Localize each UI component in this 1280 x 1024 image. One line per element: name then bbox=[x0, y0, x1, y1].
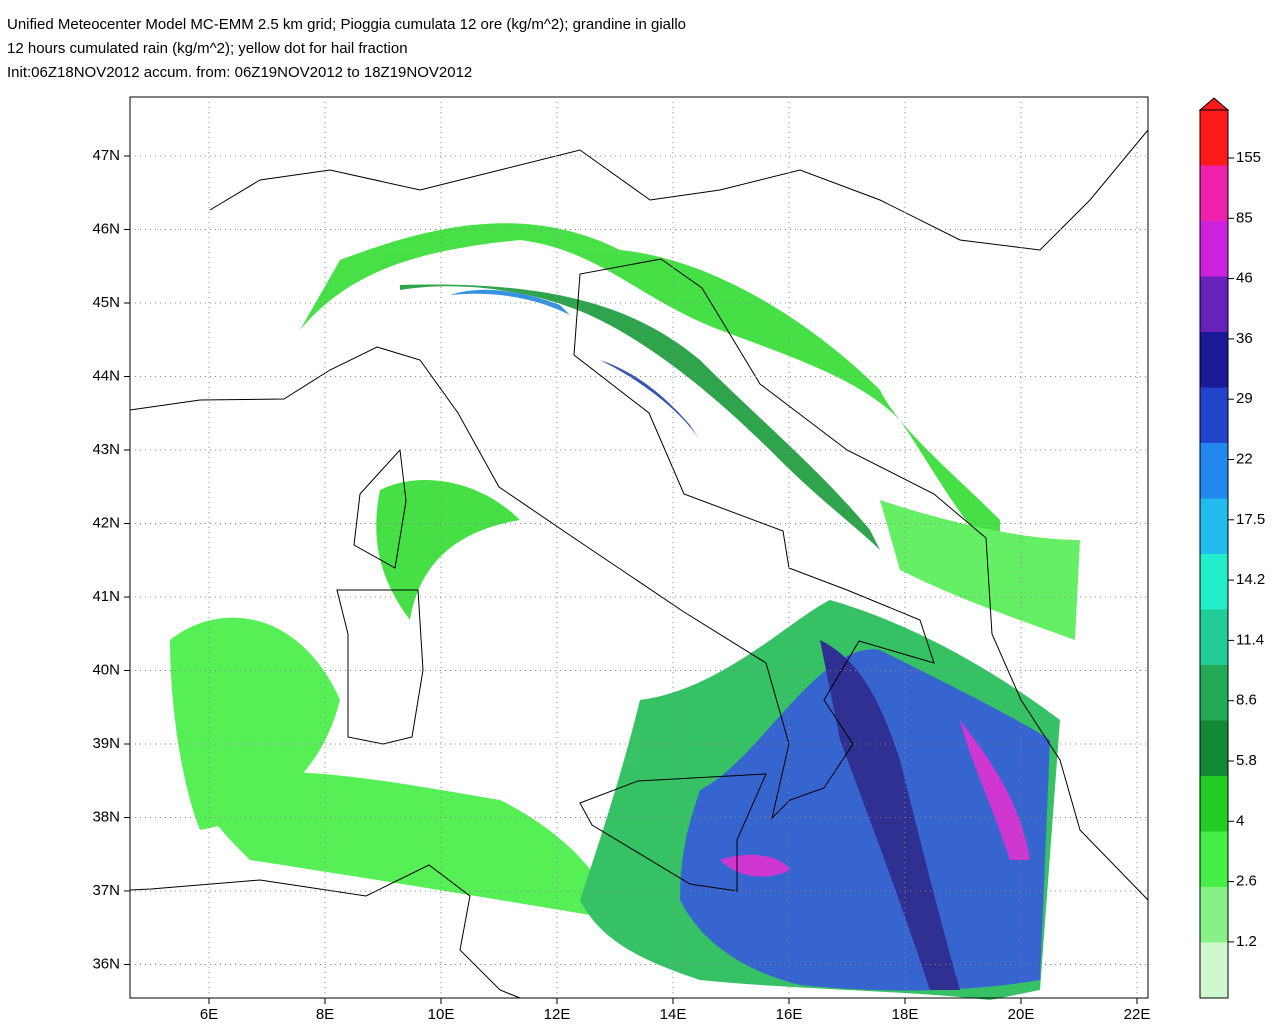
colorbar-swatch bbox=[1200, 332, 1228, 388]
rain-area bbox=[880, 500, 1080, 640]
lon-label: 22E bbox=[1124, 1006, 1151, 1023]
colorbar-swatch bbox=[1200, 665, 1228, 721]
lat-label: 42N bbox=[92, 514, 120, 531]
lat-label: 46N bbox=[92, 220, 120, 237]
precipitation-field bbox=[170, 223, 1080, 1000]
colorbar-swatch bbox=[1200, 942, 1228, 999]
rain-area bbox=[376, 480, 520, 620]
title-line: Init:06Z18NOV2012 accum. from: 06Z19NOV2… bbox=[7, 64, 472, 81]
colorbar-label: 85 bbox=[1236, 209, 1253, 226]
colorbar-label: 29 bbox=[1236, 390, 1253, 407]
colorbar-label: 155 bbox=[1236, 149, 1261, 166]
colorbar-swatch bbox=[1200, 831, 1228, 888]
colorbar-swatch bbox=[1200, 609, 1228, 666]
lat-label: 45N bbox=[92, 294, 120, 311]
lat-label: 37N bbox=[92, 882, 120, 899]
colorbar-swatch bbox=[1200, 221, 1228, 277]
rain-area bbox=[680, 649, 1050, 991]
coastline bbox=[353, 448, 407, 569]
rain-area bbox=[960, 720, 1030, 860]
rain-area bbox=[200, 771, 620, 920]
lon-label: 6E bbox=[200, 1006, 218, 1023]
colorbar-swatch bbox=[1200, 165, 1228, 222]
colorbar-label: 14.2 bbox=[1236, 571, 1265, 588]
colorbar-swatch bbox=[1200, 387, 1228, 444]
lat-label: 41N bbox=[92, 588, 120, 605]
lat-label: 39N bbox=[92, 735, 120, 752]
coastline bbox=[129, 864, 521, 999]
lon-label: 8E bbox=[316, 1006, 334, 1023]
colorbar-swatch bbox=[1200, 276, 1228, 333]
coastline bbox=[129, 258, 1149, 901]
coastline bbox=[336, 589, 424, 745]
lat-label: 43N bbox=[92, 441, 120, 458]
map-frame bbox=[129, 96, 1149, 999]
header: Unified Meteocenter Model MC-EMM 2.5 km … bbox=[7, 16, 686, 81]
rain-area bbox=[450, 289, 570, 315]
colorbar-label: 8.6 bbox=[1236, 692, 1257, 709]
coastline bbox=[579, 773, 767, 892]
colorbar-label: 22 bbox=[1236, 450, 1253, 467]
graticule: 47N 46N 45N 44N 43N 42N 41N 40N 39N 38N 37N 36N 6E 8E… bbox=[92, 97, 1150, 1023]
lat-label: 36N bbox=[92, 955, 120, 972]
border bbox=[209, 129, 1149, 251]
colorbar-label: 2.6 bbox=[1236, 873, 1257, 890]
colorbar-label: 17.5 bbox=[1236, 511, 1265, 528]
colorbar-swatch bbox=[1200, 498, 1228, 555]
colorbar-label: 4 bbox=[1236, 812, 1244, 829]
lat-label: 44N bbox=[92, 367, 120, 384]
coastlines bbox=[129, 129, 1149, 999]
title-line: 12 hours cumulated rain (kg/m^2); yellow… bbox=[7, 40, 408, 57]
colorbar-label: 5.8 bbox=[1236, 752, 1257, 769]
lat-label: 47N bbox=[92, 147, 120, 164]
lon-label: 12E bbox=[544, 1006, 571, 1023]
lon-label: 20E bbox=[1008, 1006, 1035, 1023]
colorbar-label: 11.4 bbox=[1236, 631, 1264, 648]
lon-label: 16E bbox=[776, 1006, 803, 1023]
rain-area bbox=[820, 640, 960, 990]
lon-label: 10E bbox=[428, 1006, 455, 1023]
lat-label: 38N bbox=[92, 808, 120, 825]
colorbar-swatch bbox=[1200, 887, 1228, 943]
colorbar-label: 46 bbox=[1236, 270, 1253, 287]
colorbar-swatch bbox=[1200, 554, 1228, 610]
lat-label: 40N bbox=[92, 661, 120, 678]
colorbar-swatch bbox=[1200, 776, 1228, 832]
rain-area bbox=[300, 223, 1000, 560]
colorbar-cap bbox=[1198, 97, 1230, 111]
colorbar: 155 85 46 36 29 22 17.5 14.2 11.4 8.6 5.8 4 2.6 1.2 bbox=[1198, 97, 1265, 999]
colorbar-border bbox=[1199, 109, 1229, 999]
colorbar-swatch bbox=[1200, 720, 1228, 777]
lon-label: 14E bbox=[660, 1006, 687, 1023]
lon-label: 18E bbox=[892, 1006, 919, 1023]
rain-area bbox=[400, 284, 880, 550]
colorbar-label: 1.2 bbox=[1236, 933, 1257, 950]
colorbar-swatch bbox=[1200, 443, 1228, 499]
colorbar-swatch bbox=[1200, 110, 1228, 166]
colorbar-label: 36 bbox=[1236, 330, 1253, 347]
title-line: Unified Meteocenter Model MC-EMM 2.5 km … bbox=[7, 16, 686, 33]
